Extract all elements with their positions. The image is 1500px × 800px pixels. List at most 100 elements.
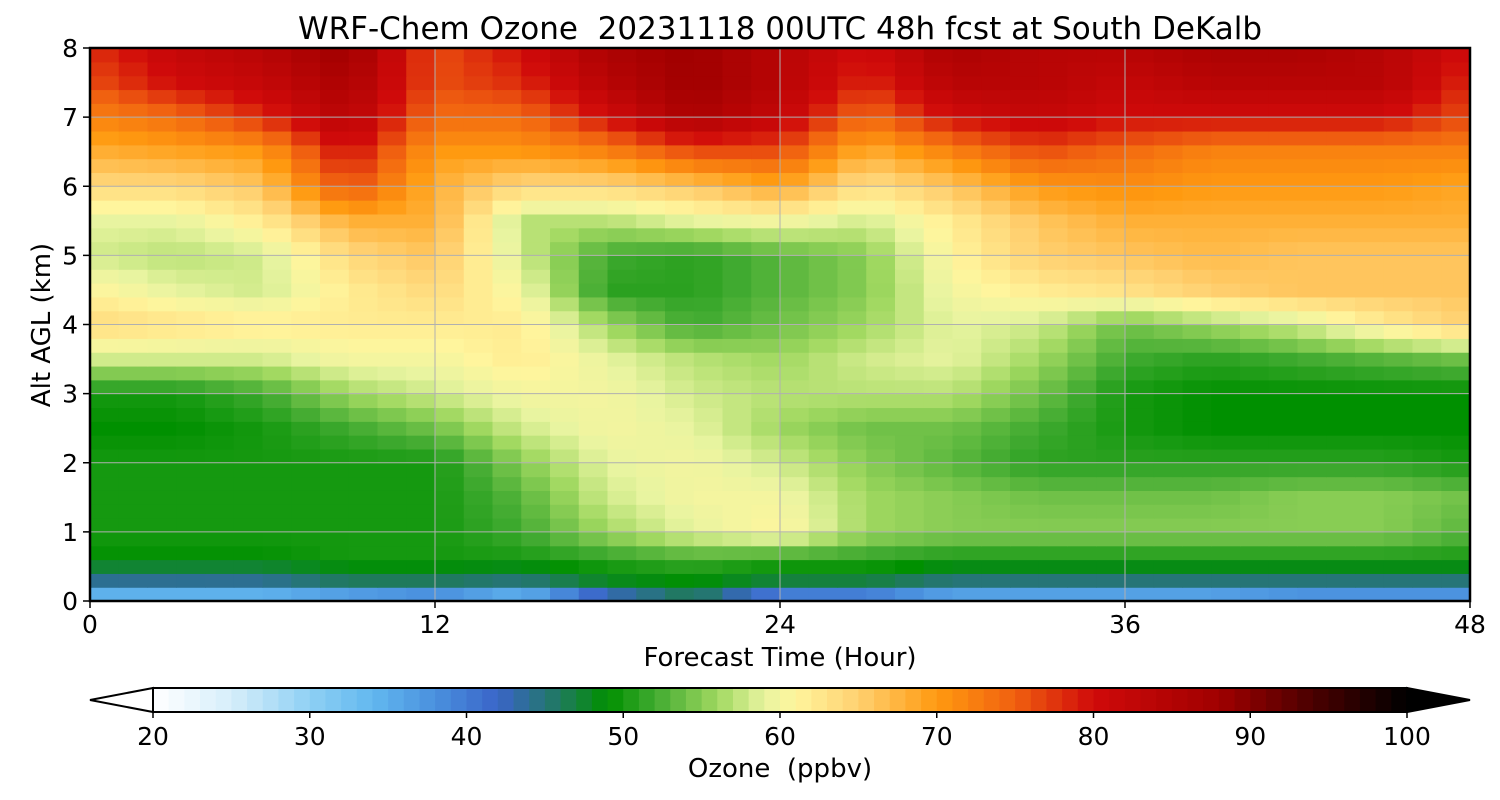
heatmap-cell <box>866 504 896 519</box>
heatmap-cell <box>233 393 264 409</box>
heatmap-cell <box>1211 352 1241 367</box>
heatmap-cell <box>406 200 436 215</box>
heatmap-cell <box>176 103 206 118</box>
heatmap-cell <box>578 476 609 491</box>
colorbar-swatch <box>1312 688 1330 712</box>
heatmap-cell <box>550 338 580 353</box>
heatmap-cell <box>176 48 206 63</box>
heatmap-cell <box>435 213 465 229</box>
heatmap-cell <box>578 186 609 201</box>
heatmap-cell <box>1441 365 1471 381</box>
heatmap-cell <box>1067 559 1097 574</box>
heatmap-cell <box>578 324 609 339</box>
heatmap-cell <box>550 269 580 284</box>
heatmap-cell <box>1010 531 1040 547</box>
heatmap-cell <box>320 435 350 450</box>
heatmap-cell <box>722 144 752 160</box>
heatmap-cell <box>636 296 666 312</box>
heatmap-cell <box>751 462 781 478</box>
heatmap-cell <box>923 75 954 91</box>
heatmap-cell <box>1412 227 1442 243</box>
heatmap-cell <box>578 255 609 270</box>
heatmap-cell <box>780 117 810 132</box>
heatmap-cell <box>205 352 235 367</box>
heatmap-cell <box>205 379 235 395</box>
heatmap-cell <box>578 172 609 187</box>
heatmap-cell <box>1412 435 1442 450</box>
heatmap-cell <box>262 172 292 187</box>
heatmap-cell <box>693 296 724 312</box>
heatmap-cell <box>1211 379 1241 395</box>
heatmap-cell <box>291 462 321 478</box>
heatmap-cell <box>550 200 580 215</box>
heatmap-cell <box>118 172 149 187</box>
heatmap-cell <box>1096 435 1126 450</box>
heatmap-cell <box>1412 269 1442 284</box>
heatmap-cell <box>952 103 982 118</box>
heatmap-cell <box>895 490 925 505</box>
heatmap-cell <box>1297 393 1327 409</box>
heatmap-cell <box>1412 531 1442 547</box>
heatmap-cell <box>1441 559 1471 574</box>
heatmap-cell <box>1297 61 1327 77</box>
heatmap-cell <box>262 365 292 381</box>
heatmap-cell <box>1010 296 1040 312</box>
heatmap-cell <box>1096 241 1126 256</box>
heatmap-cell <box>578 130 609 146</box>
heatmap-cell <box>952 352 982 367</box>
heatmap-cell <box>1268 587 1299 602</box>
heatmap-cell <box>1412 186 1442 201</box>
heatmap-cell <box>463 407 494 422</box>
heatmap-cell <box>722 435 752 450</box>
heatmap-cell <box>147 296 177 312</box>
heatmap-cell <box>521 227 551 243</box>
heatmap-cell <box>90 241 120 256</box>
heatmap-cell <box>1182 587 1212 602</box>
heatmap-cell <box>923 462 954 478</box>
heatmap-cell <box>463 531 494 547</box>
heatmap-cell <box>895 241 925 256</box>
heatmap-cell <box>1268 200 1299 215</box>
heatmap-cell <box>463 393 494 409</box>
heatmap-cell <box>866 103 896 118</box>
heatmap-cell <box>463 462 494 478</box>
heatmap-cell <box>118 462 149 478</box>
heatmap-cell <box>665 283 695 298</box>
heatmap-cell <box>1297 48 1327 63</box>
heatmap-cell <box>866 545 896 561</box>
heatmap-cell <box>521 158 551 174</box>
heatmap-cell <box>435 269 465 284</box>
heatmap-cell <box>233 324 264 339</box>
heatmap-cell <box>895 324 925 339</box>
heatmap-cell <box>435 490 465 505</box>
colorbar-swatch <box>482 688 499 712</box>
heatmap-cell <box>1268 158 1299 174</box>
heatmap-cell <box>406 379 436 395</box>
heatmap-cell <box>262 296 292 312</box>
heatmap-cell <box>1383 338 1414 353</box>
colorbar-swatch <box>701 688 718 712</box>
heatmap-cell <box>981 269 1011 284</box>
heatmap-cell <box>521 559 551 574</box>
heatmap-cell <box>406 421 436 436</box>
heatmap-cell <box>837 227 867 243</box>
heatmap-cell <box>492 352 522 367</box>
heatmap-cell <box>463 200 494 215</box>
heatmap-cell <box>693 448 724 464</box>
heatmap-cell <box>1096 200 1126 215</box>
heatmap-cell <box>147 352 177 367</box>
heatmap-cell <box>176 158 206 174</box>
heatmap-cell <box>1297 213 1327 229</box>
heatmap-cell <box>1441 573 1471 588</box>
heatmap-cell <box>348 103 379 118</box>
heatmap-cell <box>291 241 321 256</box>
heatmap-cell <box>808 61 839 77</box>
heatmap-cell <box>1355 338 1385 353</box>
heatmap-cell <box>205 421 235 436</box>
heatmap-cell <box>205 462 235 478</box>
heatmap-cell <box>262 587 292 602</box>
heatmap-cell <box>751 559 781 574</box>
heatmap-cell <box>1067 186 1097 201</box>
heatmap-cell <box>291 518 321 533</box>
colorbar-swatch <box>936 688 953 712</box>
